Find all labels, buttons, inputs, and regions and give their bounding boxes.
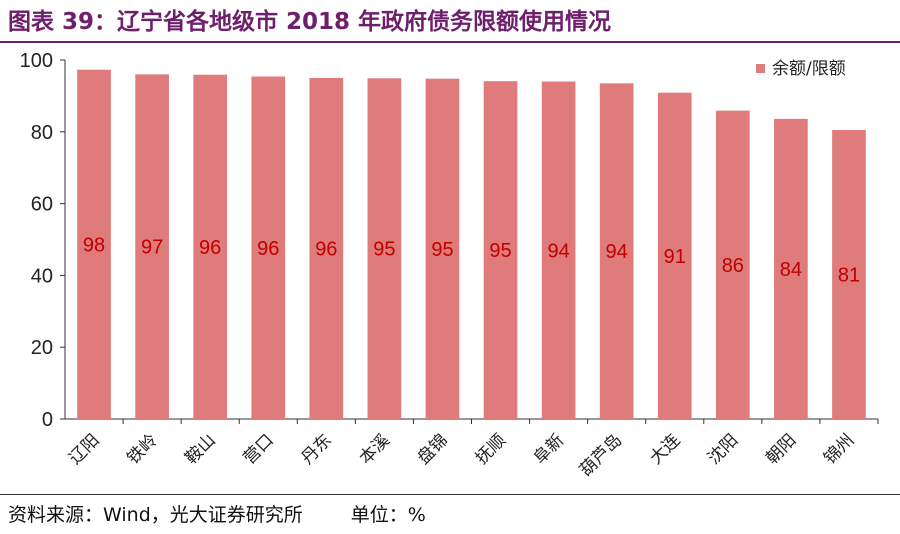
bar-辽阳 bbox=[77, 69, 111, 420]
bar-营口 bbox=[251, 76, 286, 419]
data-label: 97 bbox=[141, 237, 163, 259]
x-tick-label: 本溪 bbox=[356, 430, 394, 468]
bar-鞍山 bbox=[193, 74, 228, 420]
y-tick-label: 0 bbox=[42, 409, 53, 431]
x-tick-label: 辽阳 bbox=[65, 430, 103, 468]
x-tick-label: 大连 bbox=[646, 430, 684, 468]
footer-divider bbox=[0, 494, 900, 495]
legend-label: 余额/限额 bbox=[772, 59, 846, 79]
bar-chart: 0 20 40 60 80 100 98 辽阳 97 铁岭 96 鞍山 96 营口 96 丹东 95 本溪 95 盘锦… bbox=[20, 50, 879, 481]
data-label: 95 bbox=[489, 240, 511, 262]
data-label: 86 bbox=[722, 255, 744, 277]
data-label: 94 bbox=[606, 241, 628, 263]
x-tick-label: 盘锦 bbox=[414, 430, 452, 468]
data-label: 95 bbox=[431, 239, 453, 261]
y-tick-label: 80 bbox=[31, 122, 53, 144]
bar-朝阳 bbox=[774, 118, 808, 419]
x-tick-label: 沈阳 bbox=[704, 430, 742, 468]
x-tick-label: 营口 bbox=[240, 430, 278, 468]
data-label: 81 bbox=[838, 265, 860, 287]
bar-阜新 bbox=[541, 81, 576, 419]
data-label: 91 bbox=[664, 246, 686, 268]
x-tick-label: 阜新 bbox=[530, 430, 568, 468]
y-tick-label: 100 bbox=[20, 50, 53, 72]
x-tick-label: 鞍山 bbox=[182, 430, 220, 468]
unit-text: 单位：% bbox=[350, 504, 426, 526]
bar-本溪 bbox=[367, 78, 402, 420]
x-tick-label: 葫芦岛 bbox=[576, 430, 626, 480]
bar-丹东 bbox=[309, 77, 344, 419]
data-label: 84 bbox=[780, 259, 802, 281]
bar-葫芦岛 bbox=[599, 83, 634, 420]
x-tick-label: 抚顺 bbox=[472, 430, 510, 468]
bar-铁岭 bbox=[135, 74, 169, 420]
data-label: 95 bbox=[373, 239, 395, 261]
title-divider bbox=[0, 41, 900, 43]
y-tick-label: 40 bbox=[31, 265, 53, 287]
x-tick-label: 朝阳 bbox=[762, 430, 800, 468]
chart-title: 图表 39：辽宁省各地级市 2018 年政府债务限额使用情况 bbox=[8, 9, 612, 35]
y-tick-label: 60 bbox=[31, 194, 53, 216]
x-tick-label: 丹东 bbox=[298, 430, 336, 468]
x-tick-label: 铁岭 bbox=[123, 430, 161, 468]
x-tick-label: 锦州 bbox=[820, 430, 858, 468]
legend-swatch bbox=[756, 64, 765, 73]
data-label: 96 bbox=[257, 238, 279, 260]
y-tick-label: 20 bbox=[31, 337, 53, 359]
data-label: 98 bbox=[83, 234, 105, 256]
data-label: 94 bbox=[547, 240, 569, 262]
bar-盘锦 bbox=[425, 78, 460, 419]
bar-沈阳 bbox=[715, 110, 750, 419]
bar-锦州 bbox=[832, 130, 866, 419]
data-label: 96 bbox=[315, 238, 337, 260]
source-text: 资料来源：Wind，光大证券研究所 bbox=[8, 504, 303, 526]
bar-大连 bbox=[657, 92, 692, 419]
source-note: 资料来源：Wind，光大证券研究所 单位：% bbox=[8, 500, 426, 530]
data-label: 96 bbox=[199, 237, 221, 259]
bar-抚顺 bbox=[483, 81, 518, 419]
